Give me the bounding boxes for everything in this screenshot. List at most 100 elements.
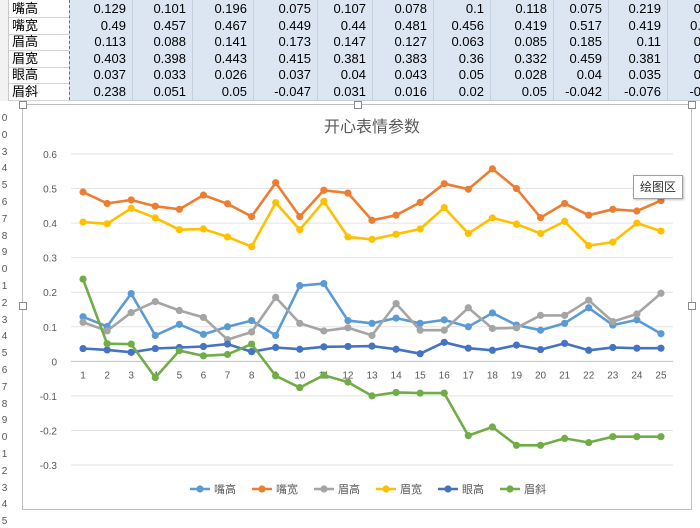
data-point — [609, 238, 617, 246]
data-cell[interactable]: 0.481 — [373, 16, 434, 35]
data-point — [296, 282, 304, 290]
data-cell[interactable]: -0 — [668, 83, 700, 101]
data-cell[interactable]: 0.063 — [434, 33, 491, 52]
data-cell[interactable]: 0 — [668, 0, 700, 18]
data-cell[interactable]: 0.05 — [193, 83, 254, 101]
data-cell[interactable]: 0.043 — [373, 66, 434, 85]
data-point — [585, 346, 593, 354]
data-point — [151, 214, 159, 222]
data-cell[interactable]: 0.04 — [318, 66, 373, 85]
data-cell[interactable]: 0 — [668, 49, 700, 68]
data-cell[interactable]: 0.219 — [609, 0, 668, 18]
resize-handle-top-right[interactable] — [688, 101, 696, 109]
data-point — [151, 344, 159, 353]
data-cell[interactable]: 0.238 — [69, 83, 133, 101]
row-label-cell[interactable]: 眼高 — [9, 66, 69, 85]
data-cell[interactable]: 0.118 — [491, 0, 554, 18]
data-cell[interactable]: -0.076 — [609, 83, 668, 101]
resize-handle-right[interactable] — [688, 302, 696, 310]
data-cell[interactable]: 0.075 — [554, 0, 609, 18]
data-cell[interactable]: 0.467 — [193, 16, 254, 35]
data-cell[interactable]: 0.381 — [318, 49, 373, 68]
data-point — [416, 350, 424, 358]
row-label-cell[interactable]: 眉高 — [9, 33, 69, 52]
row-label-cell[interactable]: 眉宽 — [9, 50, 69, 68]
resize-handle-left[interactable] — [19, 302, 27, 310]
legend-swatch-marker — [258, 485, 266, 493]
data-cell[interactable]: 0.381 — [609, 49, 668, 68]
data-cell[interactable]: 0.026 — [193, 66, 254, 85]
data-cell[interactable]: 0.443 — [193, 49, 254, 68]
data-cell[interactable]: 0.173 — [254, 33, 318, 52]
data-cell[interactable]: 0.147 — [318, 33, 373, 52]
data-cell[interactable]: 0.403 — [69, 49, 133, 68]
data-cell[interactable]: 0.035 — [609, 66, 668, 85]
data-cell[interactable]: 0.075 — [254, 0, 318, 18]
data-cell[interactable]: 0.031 — [318, 83, 373, 101]
row-label-cell[interactable]: 嘴高 — [9, 0, 69, 18]
data-cell[interactable]: 0.127 — [373, 33, 434, 52]
data-cell[interactable]: 0.02 — [434, 83, 491, 101]
data-cell[interactable]: 0.051 — [133, 83, 193, 101]
data-cell[interactable]: 0.11 — [609, 33, 668, 52]
data-cell[interactable]: 0.113 — [69, 33, 133, 52]
data-cell[interactable]: 0.196 — [193, 0, 254, 18]
data-point — [368, 216, 376, 224]
data-cell[interactable]: 0.101 — [133, 0, 193, 18]
x-tick-label: 12 — [342, 370, 354, 381]
data-cell[interactable]: 0.415 — [254, 49, 318, 68]
row-header[interactable] — [0, 33, 9, 52]
data-cell[interactable]: 0.05 — [434, 66, 491, 85]
row-header[interactable] — [0, 49, 9, 68]
row-label-cell[interactable]: 眉斜 — [9, 83, 69, 101]
data-cell[interactable]: 0.04 — [554, 66, 609, 85]
data-cell[interactable]: 0.078 — [373, 0, 434, 18]
data-cell[interactable]: 0.033 — [133, 66, 193, 85]
resize-handle-top[interactable] — [354, 101, 362, 109]
data-cell[interactable]: 0.332 — [491, 49, 554, 68]
data-cell[interactable]: 0.517 — [554, 16, 609, 35]
data-cell[interactable]: 0.49 — [69, 16, 133, 35]
data-cell[interactable]: 0.456 — [434, 16, 491, 35]
data-cell[interactable]: 0.185 — [554, 33, 609, 52]
data-cell[interactable]: 0.419 — [491, 16, 554, 35]
x-tick-label: 8 — [249, 370, 255, 381]
resize-handle-top-left[interactable] — [19, 101, 27, 109]
data-cell[interactable]: -0.047 — [254, 83, 318, 101]
row-header[interactable] — [0, 16, 9, 35]
data-cell[interactable]: -0.042 — [554, 83, 609, 101]
row-label-cell[interactable]: 嘴宽 — [9, 17, 69, 35]
data-cell[interactable]: 0.085 — [491, 33, 554, 52]
data-cell[interactable]: 0.383 — [373, 49, 434, 68]
data-point — [416, 198, 424, 206]
data-cell[interactable]: 0. — [668, 16, 700, 35]
data-cell[interactable]: 0 — [668, 33, 700, 52]
chart-area[interactable]: 开心表情参数 0.6 0.5 0.4 0.3 0.2 0.1 0 -0.1 -0.2 -0.3 1 2 3… — [22, 104, 692, 510]
data-cell[interactable]: 0.129 — [69, 0, 133, 18]
data-cell[interactable]: 0.037 — [69, 66, 133, 85]
data-cell[interactable]: 0.1 — [434, 0, 491, 18]
data-point — [127, 309, 135, 317]
data-cell[interactable]: 0.457 — [133, 16, 193, 35]
data-cell[interactable]: 0.107 — [318, 0, 373, 18]
data-cell[interactable]: 0.016 — [373, 83, 434, 101]
row-header[interactable] — [0, 66, 9, 85]
row-header[interactable] — [0, 83, 9, 101]
data-cell[interactable]: 0.459 — [554, 49, 609, 68]
data-cell[interactable]: 0.44 — [318, 16, 373, 35]
data-cell[interactable]: 0.141 — [193, 33, 254, 52]
data-cell[interactable]: 0.088 — [133, 33, 193, 52]
data-cell[interactable]: 0.037 — [254, 66, 318, 85]
data-cell[interactable]: 0.028 — [491, 66, 554, 85]
data-cell[interactable]: 0.419 — [609, 16, 668, 35]
data-point — [416, 389, 424, 397]
data-cell[interactable]: 0.36 — [434, 49, 491, 68]
data-cell[interactable]: 0.05 — [491, 83, 554, 101]
row-number: 7 — [1, 381, 8, 393]
row-header[interactable] — [0, 0, 9, 18]
y-tick-label: -0.1 — [40, 392, 58, 403]
data-point — [320, 327, 328, 335]
data-cell[interactable]: 0 — [668, 66, 700, 85]
data-cell[interactable]: 0.398 — [133, 49, 193, 68]
data-cell[interactable]: 0.449 — [254, 16, 318, 35]
